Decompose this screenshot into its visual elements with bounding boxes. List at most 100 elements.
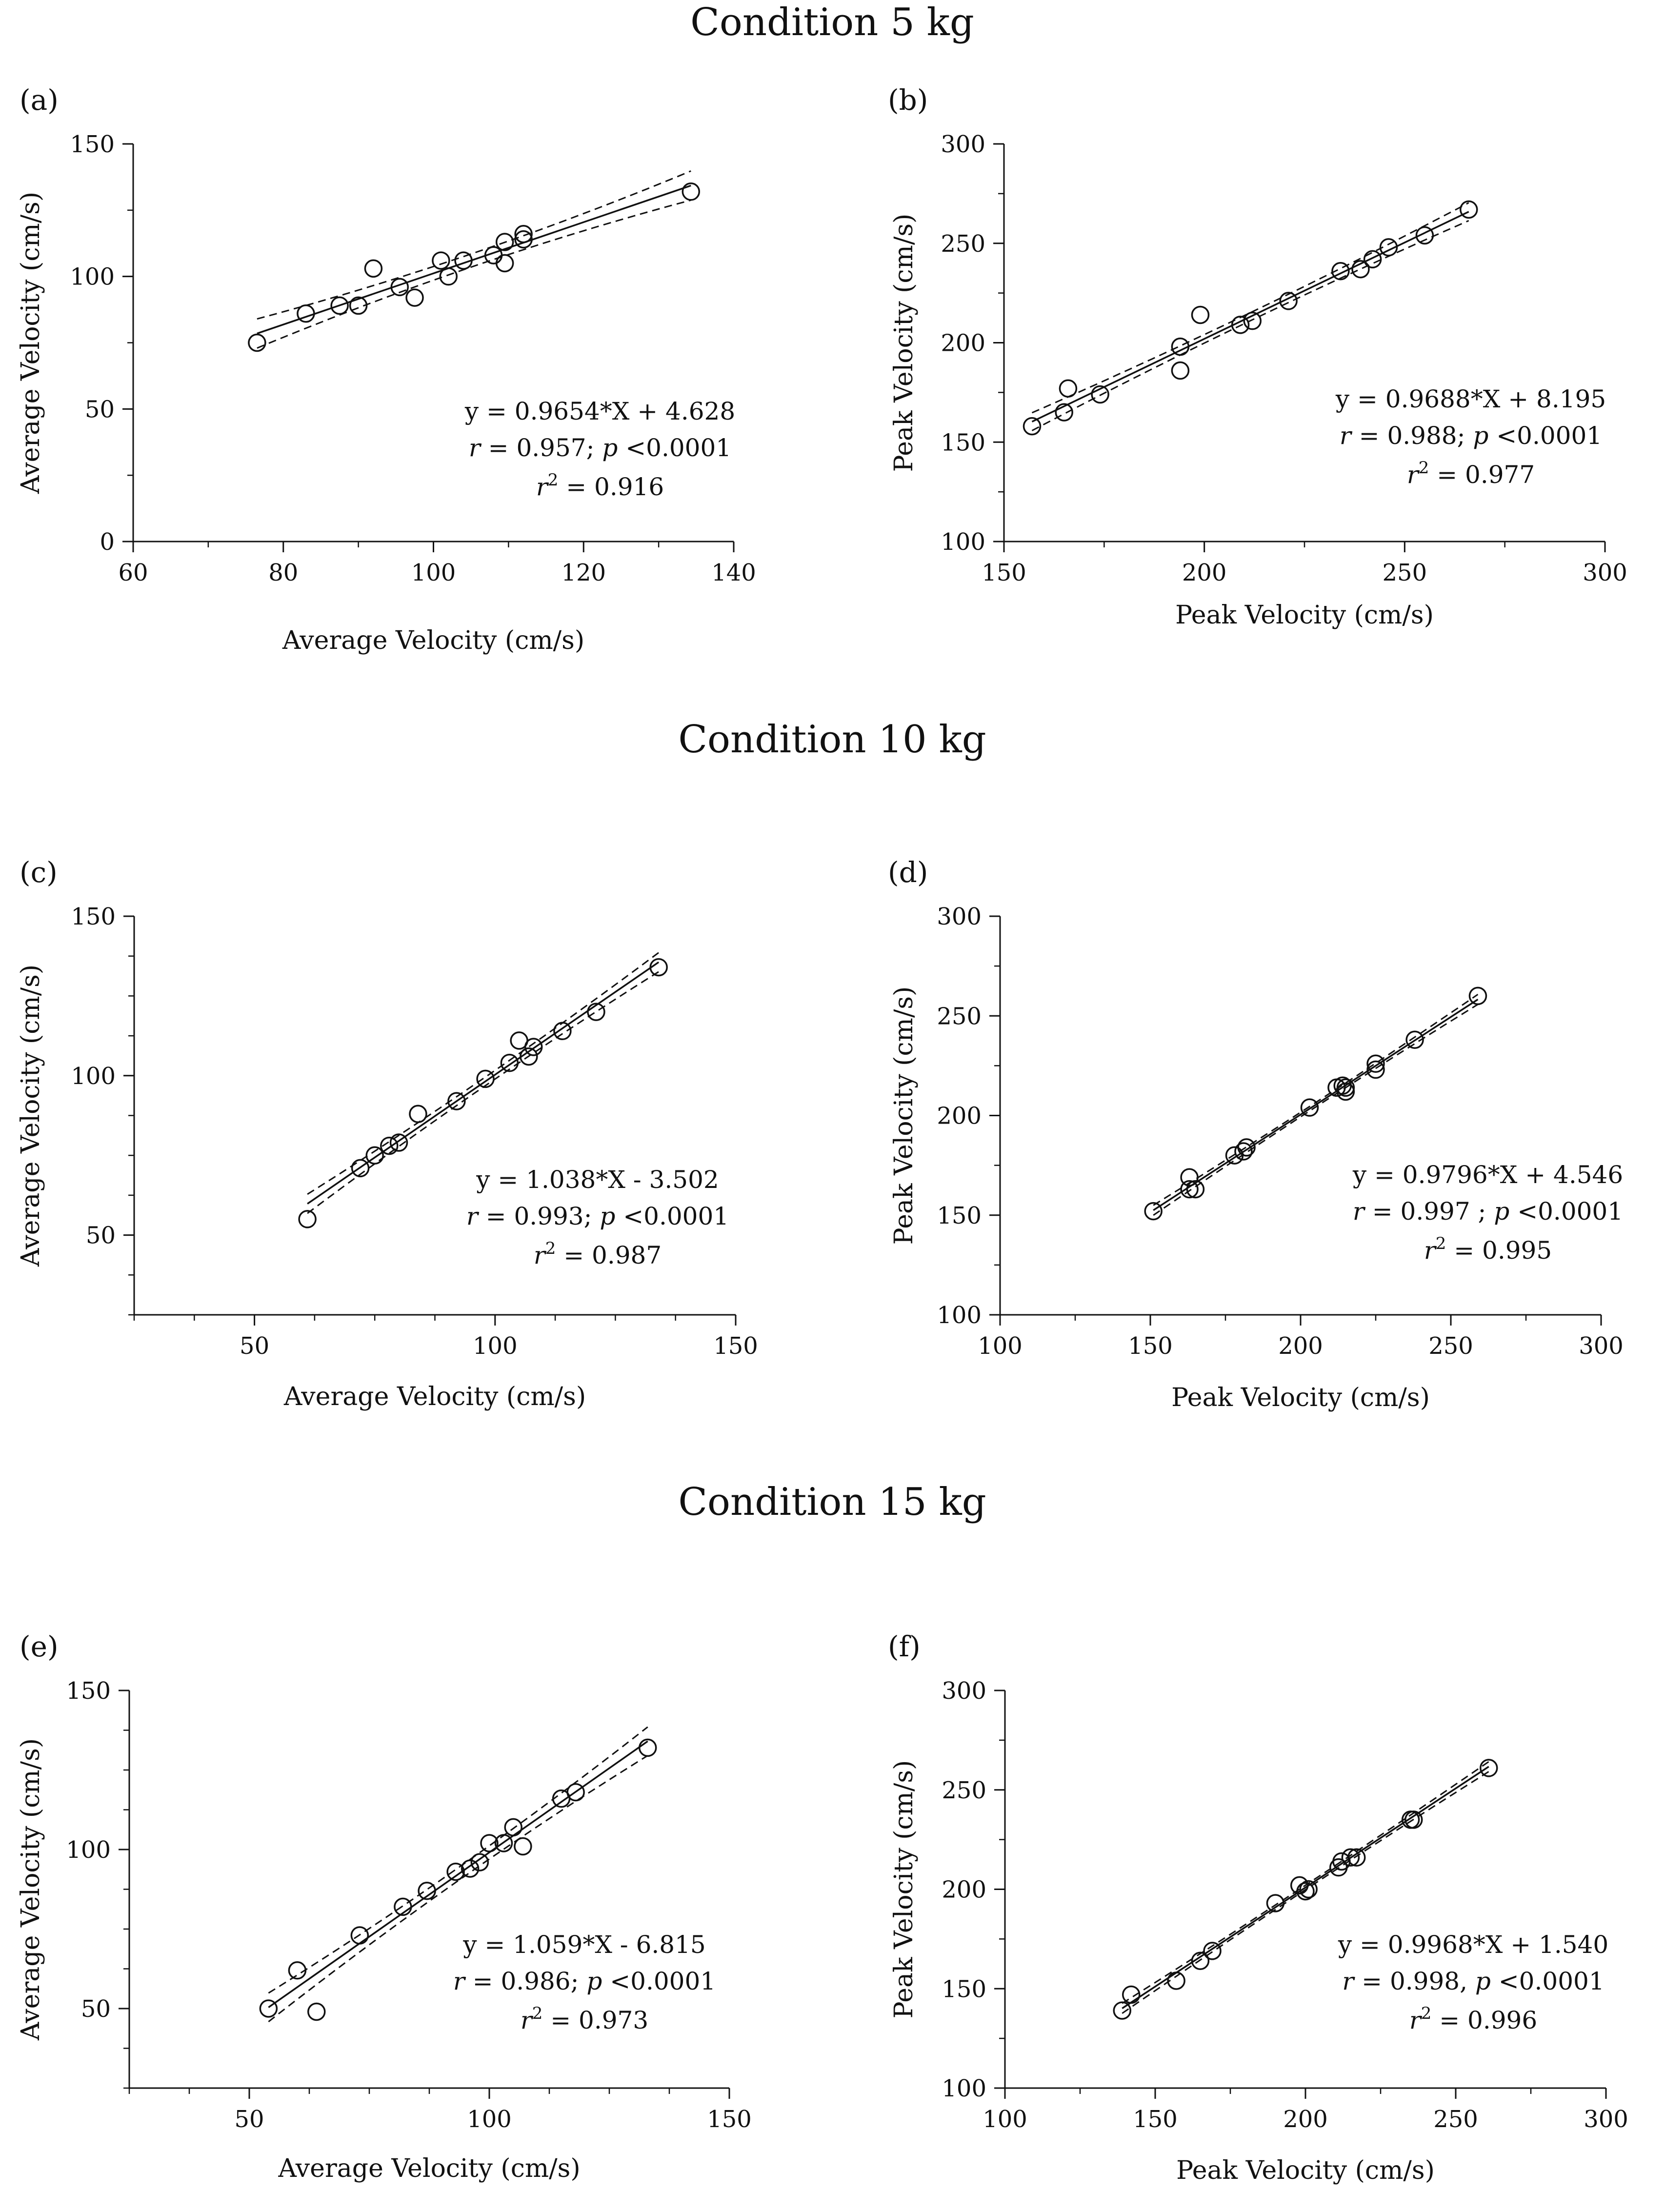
data-point bbox=[1171, 337, 1190, 356]
data-point bbox=[524, 1038, 543, 1056]
data-point bbox=[364, 259, 383, 278]
x-tick-label: 150 bbox=[713, 1332, 758, 1360]
data-point bbox=[1341, 1848, 1360, 1867]
correlation-stats-a: r = 0.957; p <0.0001 bbox=[469, 434, 731, 462]
y-axis-title-c: Average Velocity (cm/s) bbox=[16, 965, 45, 1267]
panel-label-e: (e) bbox=[20, 1630, 59, 1663]
correlation-stats-c: r = 0.993; p <0.0001 bbox=[466, 1202, 729, 1230]
data-point bbox=[447, 1092, 466, 1110]
panel-label-c: (c) bbox=[20, 856, 58, 889]
data-point bbox=[1237, 1138, 1256, 1157]
data-point bbox=[682, 182, 701, 201]
data-point bbox=[298, 1210, 317, 1228]
data-point bbox=[380, 1136, 399, 1155]
x-tick-label: 60 bbox=[118, 559, 148, 586]
data-point bbox=[1023, 417, 1042, 436]
data-point bbox=[350, 1926, 369, 1945]
data-point bbox=[520, 1047, 538, 1066]
data-point bbox=[514, 224, 533, 243]
data-point bbox=[1296, 1882, 1315, 1901]
y-tick-label: 50 bbox=[81, 1995, 111, 2023]
data-point bbox=[1405, 1030, 1424, 1049]
data-point bbox=[649, 958, 668, 977]
data-point bbox=[1167, 1971, 1185, 1990]
x-tick-label: 200 bbox=[1283, 2106, 1328, 2133]
data-point bbox=[1480, 1759, 1498, 1777]
data-point bbox=[1113, 2001, 1131, 2020]
y-axis-title-b: Peak Velocity (cm/s) bbox=[889, 214, 919, 472]
x-tick-label: 150 bbox=[1128, 1332, 1173, 1360]
data-point bbox=[1300, 1098, 1319, 1117]
y-tick-label: 200 bbox=[941, 330, 985, 357]
data-point bbox=[1144, 1202, 1163, 1221]
panel-label-b: (b) bbox=[888, 83, 928, 117]
data-point bbox=[587, 1003, 605, 1021]
y-tick-label: 250 bbox=[942, 1777, 986, 1804]
ci-upper-b bbox=[1031, 202, 1469, 414]
regression-equation-b: y = 0.9688*X + 8.195 bbox=[1335, 385, 1606, 413]
data-point bbox=[495, 254, 514, 273]
x-tick-label: 50 bbox=[240, 1332, 269, 1360]
data-point bbox=[390, 278, 409, 297]
ci-upper-c bbox=[307, 952, 660, 1195]
y-tick-label: 200 bbox=[937, 1103, 982, 1130]
r-squared-e: r2 = 0.973 bbox=[521, 2004, 648, 2034]
data-point bbox=[470, 1853, 489, 1871]
regression-line-e bbox=[268, 1740, 648, 2009]
x-axis-title-a: Average Velocity (cm/s) bbox=[282, 626, 584, 655]
data-point bbox=[297, 304, 315, 323]
y-tick-label: 300 bbox=[941, 131, 985, 158]
condition-title-10kg: Condition 10 kg bbox=[678, 718, 986, 762]
r-squared-d: r2 = 0.995 bbox=[1424, 1234, 1552, 1265]
data-point bbox=[1191, 305, 1210, 324]
data-point bbox=[1379, 238, 1398, 257]
data-point bbox=[1122, 1985, 1141, 2004]
y-axis-title-a: Average Velocity (cm/s) bbox=[16, 192, 45, 494]
y-tick-label: 100 bbox=[71, 1063, 116, 1090]
data-point bbox=[330, 296, 349, 315]
scatter-panel-b: (b) 150 200 250 300 100 150 200 250 300 Peak Veloc… bbox=[888, 83, 1627, 630]
data-point bbox=[248, 333, 266, 352]
y-tick-label: 50 bbox=[86, 1222, 116, 1249]
y-tick-label: 150 bbox=[71, 903, 116, 930]
x-tick-label: 200 bbox=[1182, 559, 1227, 586]
data-point bbox=[1231, 316, 1250, 334]
data-point bbox=[494, 1834, 513, 1852]
data-point bbox=[1234, 1142, 1253, 1161]
y-tick-label: 100 bbox=[941, 528, 985, 556]
r-squared-a: r2 = 0.916 bbox=[536, 470, 664, 501]
data-point bbox=[1243, 311, 1262, 330]
x-tick-label: 200 bbox=[1278, 1332, 1323, 1360]
ci-upper-f bbox=[1122, 1761, 1489, 2004]
regression-line-f bbox=[1122, 1766, 1489, 2010]
data-point bbox=[1363, 250, 1382, 269]
x-tick-label: 100 bbox=[411, 559, 456, 586]
y-tick-label: 250 bbox=[937, 1003, 982, 1030]
data-point bbox=[480, 1834, 499, 1852]
correlation-stats-e: r = 0.986; p <0.0001 bbox=[453, 1967, 716, 1995]
x-tick-label: 120 bbox=[561, 559, 606, 586]
scatter-panel-c: (c) 50 100 150 50 100 150 Average Velocity (cm/… bbox=[16, 856, 758, 1411]
data-point bbox=[1347, 1848, 1366, 1867]
scatter-panel-f: (f) 100 150 200 250 300 100 150 200 250 300 Peak Ve… bbox=[888, 1630, 1628, 2185]
correlation-stats-d: r = 0.997 ; p <0.0001 bbox=[1353, 1197, 1623, 1226]
x-tick-label: 300 bbox=[1583, 559, 1627, 586]
data-point bbox=[1468, 986, 1487, 1005]
y-tick-label: 150 bbox=[937, 1202, 982, 1229]
r-squared-f: r2 = 0.996 bbox=[1409, 2004, 1537, 2034]
data-point bbox=[1459, 200, 1478, 219]
data-point bbox=[418, 1882, 436, 1900]
data-point bbox=[514, 1837, 532, 1856]
x-tick-label: 150 bbox=[1133, 2106, 1178, 2133]
y-tick-label: 250 bbox=[941, 230, 985, 258]
data-point bbox=[389, 1133, 408, 1152]
data-point bbox=[446, 1862, 465, 1881]
data-point bbox=[307, 2002, 326, 2021]
regression-equation-d: y = 0.9796*X + 4.546 bbox=[1352, 1161, 1623, 1189]
data-point bbox=[1290, 1876, 1309, 1895]
data-point bbox=[439, 267, 458, 286]
x-tick-label: 100 bbox=[978, 1332, 1023, 1360]
ci-upper-a bbox=[257, 170, 691, 320]
ci-lower-a bbox=[257, 199, 691, 349]
